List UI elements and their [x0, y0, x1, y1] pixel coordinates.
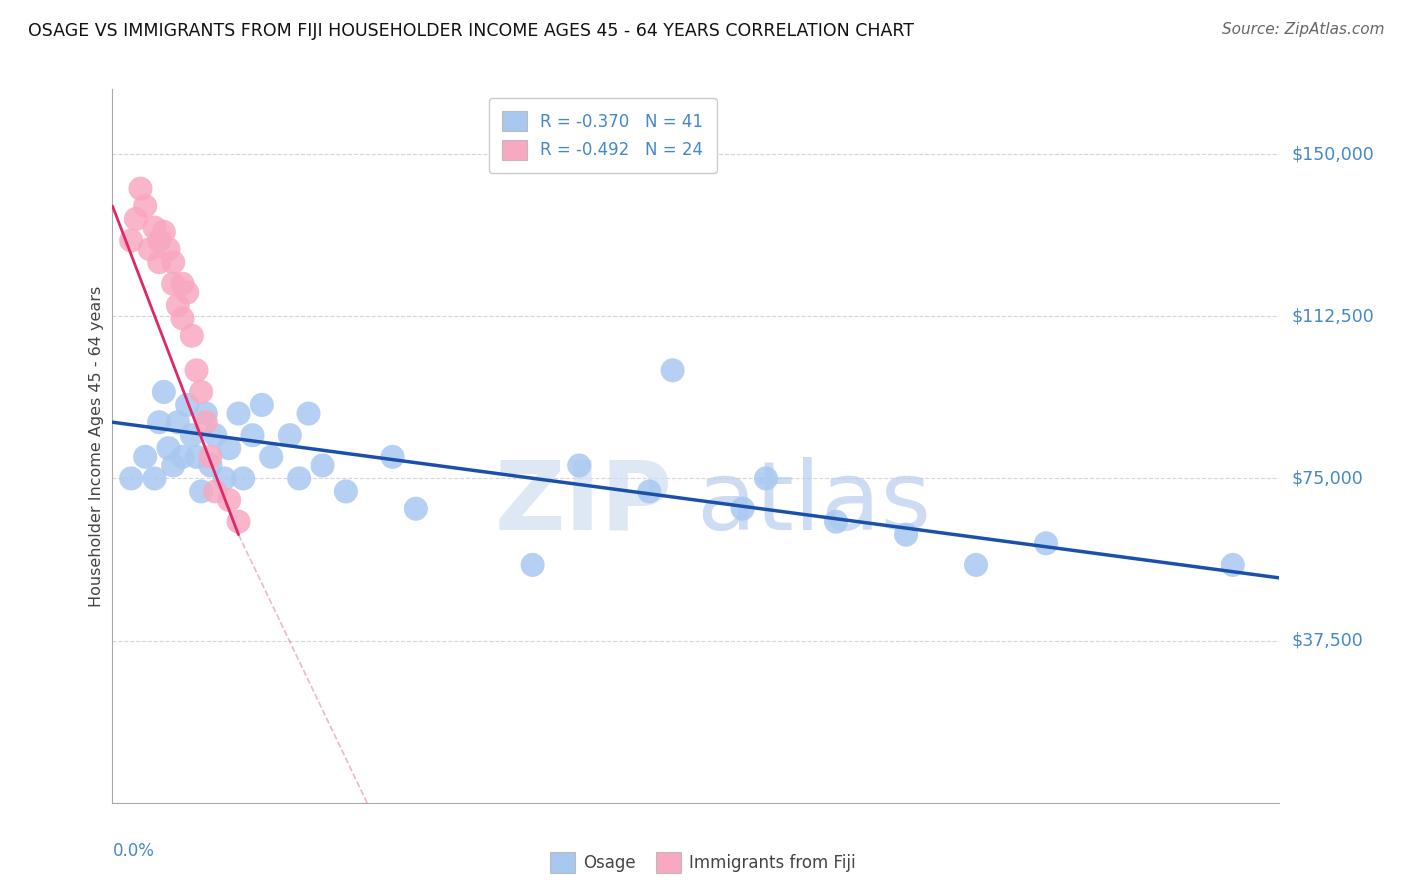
Point	[242, 428, 264, 442]
Point	[661, 363, 683, 377]
Point	[194, 407, 217, 421]
Point	[153, 384, 176, 399]
Text: $75,000: $75,000	[1291, 469, 1362, 487]
Point	[143, 471, 166, 485]
Point	[250, 398, 273, 412]
Point	[204, 484, 226, 499]
Text: OSAGE VS IMMIGRANTS FROM FIJI HOUSEHOLDER INCOME AGES 45 - 64 YEARS CORRELATION : OSAGE VS IMMIGRANTS FROM FIJI HOUSEHOLDE…	[28, 22, 914, 40]
Point	[260, 450, 283, 464]
Point	[200, 458, 222, 473]
Point	[288, 471, 311, 485]
Point	[405, 501, 427, 516]
Point	[157, 441, 180, 455]
Point	[638, 484, 661, 499]
Point	[153, 225, 176, 239]
Point	[297, 407, 319, 421]
Point	[166, 415, 188, 429]
Point	[166, 298, 188, 312]
Point	[825, 515, 848, 529]
Point	[125, 211, 148, 226]
Point	[120, 234, 142, 248]
Point	[186, 450, 208, 464]
Point	[214, 471, 236, 485]
Point	[335, 484, 357, 499]
Point	[139, 242, 162, 256]
Legend: Osage, Immigrants from Fiji: Osage, Immigrants from Fiji	[543, 846, 863, 880]
Point	[228, 515, 250, 529]
Point	[162, 255, 184, 269]
Point	[148, 255, 170, 269]
Point	[218, 441, 240, 455]
Point	[894, 527, 917, 541]
Point	[120, 471, 142, 485]
Text: ZIP: ZIP	[495, 457, 672, 549]
Point	[172, 450, 194, 464]
Point	[157, 242, 180, 256]
Point	[1222, 558, 1244, 572]
Point	[162, 277, 184, 291]
Point	[200, 450, 222, 464]
Point	[228, 407, 250, 421]
Point	[180, 428, 202, 442]
Text: $112,500: $112,500	[1291, 307, 1374, 326]
Point	[1035, 536, 1057, 550]
Point	[190, 384, 212, 399]
Point	[381, 450, 404, 464]
Point	[311, 458, 333, 473]
Point	[232, 471, 254, 485]
Point	[148, 234, 170, 248]
Legend: R = -0.370   N = 41, R = -0.492   N = 24: R = -0.370 N = 41, R = -0.492 N = 24	[489, 97, 717, 173]
Point	[522, 558, 544, 572]
Text: $37,500: $37,500	[1291, 632, 1362, 649]
Point	[218, 493, 240, 508]
Point	[965, 558, 987, 572]
Text: $150,000: $150,000	[1291, 145, 1374, 163]
Text: 0.0%: 0.0%	[112, 842, 155, 860]
Point	[143, 220, 166, 235]
Point	[278, 428, 301, 442]
Point	[194, 415, 217, 429]
Point	[162, 458, 184, 473]
Point	[755, 471, 778, 485]
Text: Source: ZipAtlas.com: Source: ZipAtlas.com	[1222, 22, 1385, 37]
Point	[190, 484, 212, 499]
Y-axis label: Householder Income Ages 45 - 64 years: Householder Income Ages 45 - 64 years	[89, 285, 104, 607]
Point	[148, 415, 170, 429]
Point	[172, 277, 194, 291]
Point	[186, 363, 208, 377]
Point	[204, 428, 226, 442]
Text: atlas: atlas	[696, 457, 931, 549]
Point	[176, 285, 198, 300]
Point	[134, 450, 156, 464]
Point	[172, 311, 194, 326]
Point	[568, 458, 591, 473]
Point	[180, 328, 202, 343]
Point	[129, 182, 152, 196]
Point	[731, 501, 754, 516]
Point	[176, 398, 198, 412]
Point	[134, 199, 156, 213]
